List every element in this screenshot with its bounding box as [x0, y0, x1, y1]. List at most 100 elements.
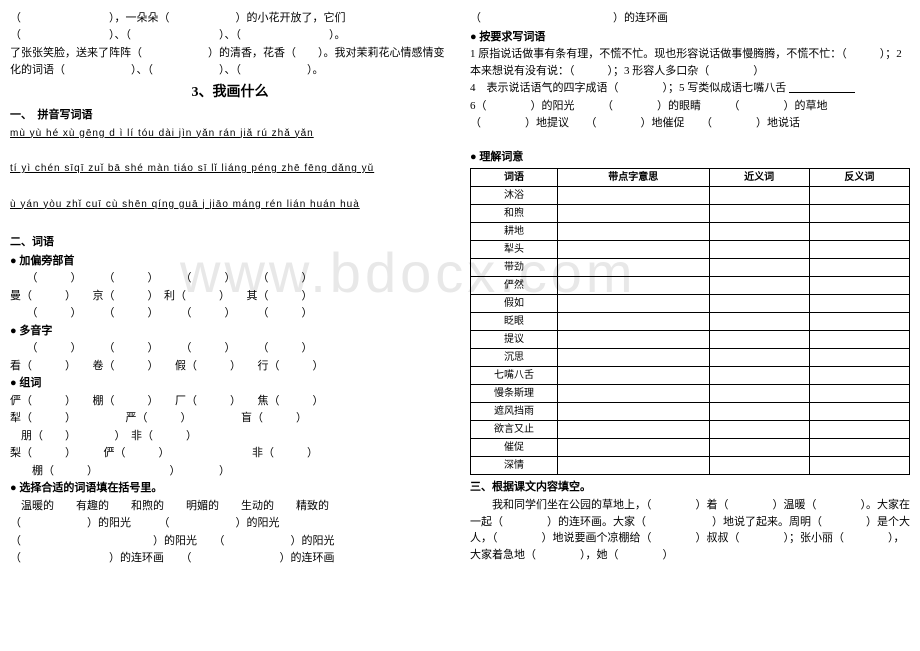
- text-fill-para: 我和同学们坐在公园的草地上，（ ）着（ ）温暖（ ）。大家在一起（ ）的连环画。…: [470, 497, 910, 563]
- cell-syn: [709, 294, 809, 312]
- cell-syn: [709, 186, 809, 204]
- cell-dot: [558, 330, 710, 348]
- left-column: （ ），一朵朵（ ）的小花开放了，它们（ ）、（ ）、（ ）。 了张张笑脸，送来…: [0, 0, 460, 576]
- radical-row-3: （ ） （ ） （ ） （ ）: [10, 305, 450, 322]
- meaning-table: 词语 带点字意思 近义词 反义词 沐浴和煦耕地犁头带劲俨然假如眨眼提议沉思七嘴八…: [470, 168, 910, 475]
- table-row: 带劲: [471, 258, 910, 276]
- word-row-2: 犁（ ） 严（ ） 盲（ ）: [10, 410, 450, 427]
- cell-ant: [809, 438, 909, 456]
- cell-syn: [709, 222, 809, 240]
- table-row: 深情: [471, 456, 910, 474]
- poly-row-1: （ ） （ ） （ ） （ ）: [10, 340, 450, 357]
- word-row-4: 梨（ ） 俨（ ） 非（ ）: [10, 445, 450, 462]
- table-row: 提议: [471, 330, 910, 348]
- cell-dot: [558, 384, 710, 402]
- th-dot: 带点字意思: [558, 168, 710, 186]
- cell-dot: [558, 402, 710, 420]
- cell-syn: [709, 420, 809, 438]
- cell-word: 欲言又止: [471, 420, 558, 438]
- word-row-5: 棚（ ） ） ）: [10, 463, 450, 480]
- cell-syn: [709, 330, 809, 348]
- document-page: （ ），一朵朵（ ）的小花开放了，它们（ ）、（ ）、（ ）。 了张张笑脸，送来…: [0, 0, 920, 576]
- cell-word: 眨眼: [471, 312, 558, 330]
- table-row: 眨眼: [471, 312, 910, 330]
- cell-syn: [709, 366, 809, 384]
- section-3: 三、根据课文内容填空。: [470, 479, 910, 496]
- fill-line-3: （ ）的连环画 （ ）的连环画: [10, 550, 450, 567]
- cell-dot: [558, 420, 710, 438]
- cell-ant: [809, 204, 909, 222]
- bullet-radicals: 加偏旁部首: [10, 253, 450, 270]
- cell-word: 慢条斯理: [471, 384, 558, 402]
- table-row: 遮风挡雨: [471, 402, 910, 420]
- table-row: 犁头: [471, 240, 910, 258]
- cell-dot: [558, 240, 710, 258]
- cell-syn: [709, 348, 809, 366]
- cell-ant: [809, 222, 909, 240]
- table-row: 慢条斯理: [471, 384, 910, 402]
- cell-dot: [558, 348, 710, 366]
- right-column: （ ）的连环画 按要求写词语 1 原指说话做事有条有理，不慌不忙。现也形容说话做…: [460, 0, 920, 576]
- cell-dot: [558, 186, 710, 204]
- cell-ant: [809, 186, 909, 204]
- lesson-title: 3、我画什么: [10, 82, 450, 103]
- cell-syn: [709, 258, 809, 276]
- cell-dot: [558, 312, 710, 330]
- pinyin-line-2: tí yì chén sīqī zuǐ bā shé màn tiáo sī l…: [10, 161, 450, 176]
- options-line: 温暖的 有趣的 和煦的 明媚的 生动的 精致的: [10, 498, 450, 515]
- cell-dot: [558, 222, 710, 240]
- cell-ant: [809, 366, 909, 384]
- cell-syn: [709, 276, 809, 294]
- bullet-words: 组词: [10, 375, 450, 392]
- cell-word: 俨然: [471, 276, 558, 294]
- table-row: 俨然: [471, 276, 910, 294]
- cell-dot: [558, 294, 710, 312]
- table-row: 耕地: [471, 222, 910, 240]
- cell-word: 提议: [471, 330, 558, 348]
- cell-word: 催促: [471, 438, 558, 456]
- cell-ant: [809, 348, 909, 366]
- cell-dot: [558, 438, 710, 456]
- cell-syn: [709, 204, 809, 222]
- word-row-3: 朋（ ） ） 非（ ）: [10, 428, 450, 445]
- cell-word: 和煦: [471, 204, 558, 222]
- cell-syn: [709, 402, 809, 420]
- cell-ant: [809, 384, 909, 402]
- section-2: 二、词语: [10, 234, 450, 251]
- table-row: 七嘴八舌: [471, 366, 910, 384]
- table-header-row: 词语 带点字意思 近义词 反义词: [471, 168, 910, 186]
- cell-ant: [809, 294, 909, 312]
- cell-dot: [558, 204, 710, 222]
- cell-ant: [809, 240, 909, 258]
- word-row-1: 俨（ ） 棚（ ） 厂（ ） 焦（ ）: [10, 393, 450, 410]
- cell-word: 七嘴八舌: [471, 366, 558, 384]
- cell-ant: [809, 456, 909, 474]
- intro-line-2: 了张张笑脸，送来了阵阵（ ）的清香，花香（ ）。我对茉莉花心情感情变化的词语（ …: [10, 45, 450, 78]
- cell-ant: [809, 420, 909, 438]
- radical-row-1: （ ） （ ） （ ） （ ）: [10, 270, 450, 287]
- cell-ant: [809, 276, 909, 294]
- th-ant: 反义词: [809, 168, 909, 186]
- th-syn: 近义词: [709, 168, 809, 186]
- req-line-1: 1 原指说话做事有条有理，不慌不忙。现也形容说话做事慢腾腾，不慌不忙：（ ）；2…: [470, 46, 910, 79]
- cell-ant: [809, 258, 909, 276]
- req-line-4: （ ）地提议 （ ）地催促 （ ）地说话: [470, 115, 910, 132]
- pinyin-line-1: mù yù hé xù gēng d ì lí tóu dài jìn yǎn …: [10, 126, 450, 141]
- cell-dot: [558, 456, 710, 474]
- cell-syn: [709, 312, 809, 330]
- cell-word: 耕地: [471, 222, 558, 240]
- section-1: 一、 拼音写词语: [10, 107, 450, 124]
- cell-syn: [709, 438, 809, 456]
- cell-dot: [558, 366, 710, 384]
- cell-word: 沐浴: [471, 186, 558, 204]
- table-row: 欲言又止: [471, 420, 910, 438]
- top-fill: （ ）的连环画: [470, 10, 910, 27]
- cell-ant: [809, 330, 909, 348]
- cell-word: 带劲: [471, 258, 558, 276]
- cell-word: 假如: [471, 294, 558, 312]
- cell-word: 深情: [471, 456, 558, 474]
- table-row: 沉思: [471, 348, 910, 366]
- cell-syn: [709, 384, 809, 402]
- radical-row-2: 曼（ ） 京（ ） 利（ ） 其（ ）: [10, 288, 450, 305]
- th-word: 词语: [471, 168, 558, 186]
